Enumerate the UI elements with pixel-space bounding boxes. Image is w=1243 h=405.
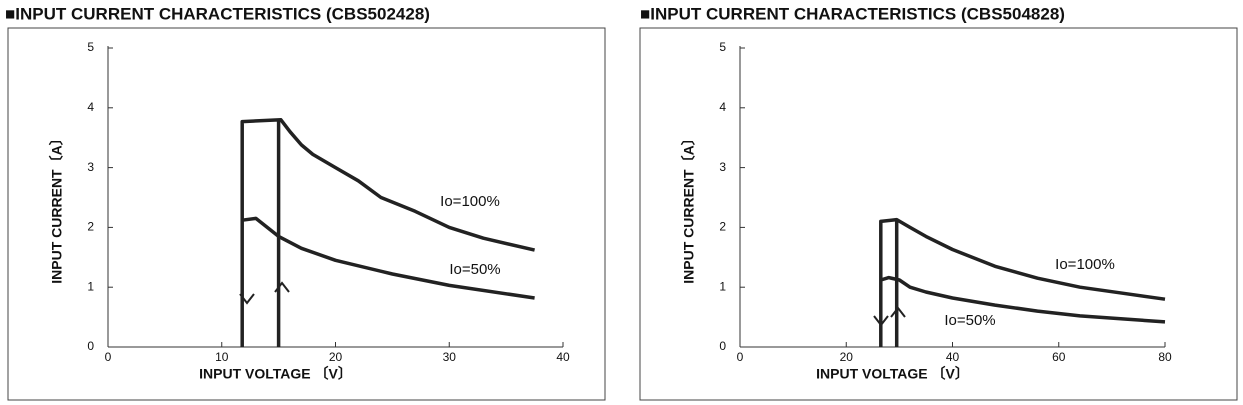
series-line — [241, 216, 535, 300]
y-axis-label: INPUT CURRENT〔A〕 — [681, 131, 697, 283]
x-tick-label: 80 — [1158, 350, 1172, 364]
series-label: Io=50% — [449, 261, 500, 278]
x-tick-label: 40 — [946, 350, 960, 364]
series-line — [879, 217, 1166, 347]
x-tick-label: 20 — [840, 350, 854, 364]
y-tick-label: 2 — [719, 220, 726, 234]
chart-title: ■INPUT CURRENT CHARACTERISTICS (CBS50482… — [640, 4, 1065, 23]
panel-frame — [639, 27, 1238, 401]
series-label: Io=100% — [1055, 256, 1115, 273]
y-tick-label: 0 — [719, 339, 726, 353]
x-tick-label: 30 — [443, 350, 457, 364]
series-line — [240, 118, 535, 347]
y-axis-label: INPUT CURRENT〔A〕 — [49, 131, 65, 283]
y-tick-label: 1 — [87, 279, 94, 293]
y-tick-label: 3 — [719, 160, 726, 174]
x-tick-label: 20 — [329, 350, 343, 364]
y-tick-label: 1 — [719, 279, 726, 293]
y-tick-label: 4 — [87, 100, 94, 114]
y-tick-label: 0 — [87, 339, 94, 353]
panel-frame — [7, 27, 606, 401]
x-tick-label: 0 — [737, 350, 744, 364]
y-tick-label: 2 — [87, 220, 94, 234]
chart-title: ■INPUT CURRENT CHARACTERISTICS (CBS50242… — [5, 4, 430, 23]
y-tick-label: 4 — [719, 100, 726, 114]
y-tick-label: 5 — [719, 40, 726, 54]
y-tick-label: 3 — [87, 160, 94, 174]
series-label: Io=100% — [440, 193, 500, 210]
series-line — [880, 275, 1166, 324]
x-tick-label: 0 — [105, 350, 112, 364]
y-tick-label: 5 — [87, 40, 94, 54]
x-tick-label: 40 — [556, 350, 570, 364]
series-label: Io=50% — [944, 312, 995, 329]
x-axis-label: INPUT VOLTAGE 〔V〕 — [199, 366, 352, 382]
x-tick-label: 10 — [215, 350, 229, 364]
x-tick-label: 60 — [1052, 350, 1066, 364]
x-axis-label: INPUT VOLTAGE 〔V〕 — [816, 366, 969, 382]
arrows — [239, 281, 906, 327]
